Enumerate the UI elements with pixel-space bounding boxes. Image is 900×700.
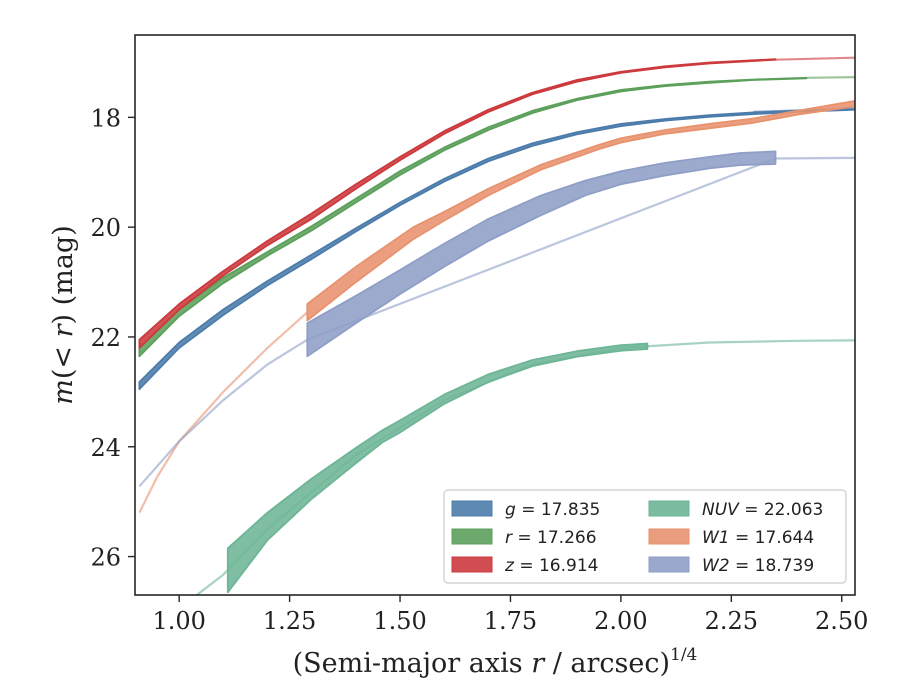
band-w2 [306,150,777,358]
x-tick-label: 2.50 [815,607,868,635]
legend-swatch-nuv [648,500,690,517]
x-tick-label: 1.50 [373,607,426,635]
legend-swatch-w2 [648,556,690,573]
band-w1 [306,100,855,322]
band-r [138,76,808,358]
model-line-z [775,56,855,61]
x-tick-label: 2.25 [705,607,758,635]
x-axis-title: (Semi-major axis r / arcsec)1/4 [293,645,698,679]
legend: g = 17.835 r = 17.266 z = 16.914 NUV = 22.0… [443,489,847,584]
band-z [138,58,777,349]
axes: 1.00 1.25 1.50 1.75 2.00 2.25 2.50 18 20 22 24 26 [90,34,868,635]
model-line-w2 [138,156,855,488]
plot-area [138,56,855,595]
x-tick-label: 2.00 [594,607,647,635]
legend-label-w2: W2 = 18.739 [702,556,814,576]
y-tick-label: 24 [90,434,121,462]
band-nuv [226,342,649,594]
legend-label-r: r = 17.266 [505,528,597,548]
y-tick-label: 20 [90,214,121,242]
y-tick-label: 18 [90,104,121,132]
legend-swatch-w1 [648,528,690,545]
axes-frame [134,34,856,596]
y-axis-title: m(< r) (mag) [48,225,79,404]
x-tick-label: 1.00 [152,607,205,635]
band-g [138,108,855,390]
legend-label-nuv: NUV = 22.063 [702,500,823,520]
legend-label-g: g = 17.835 [505,500,600,520]
x-tick-label: 1.25 [263,607,316,635]
legend-swatch-z [451,556,493,573]
y-tick-label: 22 [90,324,121,352]
model-line-r [806,76,855,79]
legend-swatch-r [451,528,493,545]
legend-box [443,489,847,584]
model-line-w1 [138,311,309,514]
legend-swatch-g [451,500,493,517]
legend-label-z: z = 16.914 [504,556,598,576]
x-tick-label: 1.75 [484,607,537,635]
y-tick-label: 26 [90,544,121,572]
legend-label-w1: W1 = 17.644 [702,528,814,548]
